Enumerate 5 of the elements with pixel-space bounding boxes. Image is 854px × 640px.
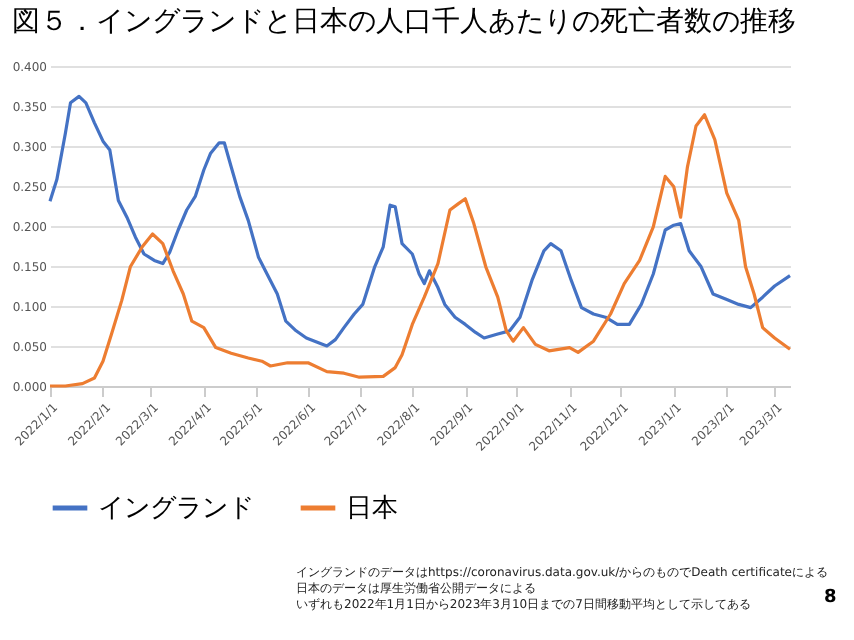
legend-label: 日本 <box>346 494 398 524</box>
legend-label: イングランド <box>98 494 254 524</box>
chart-title: 図５．イングランドと日本の人口千人あたりの死亡者数の推移 <box>11 6 796 38</box>
text: 8 <box>824 588 837 608</box>
line-series <box>48 94 792 348</box>
